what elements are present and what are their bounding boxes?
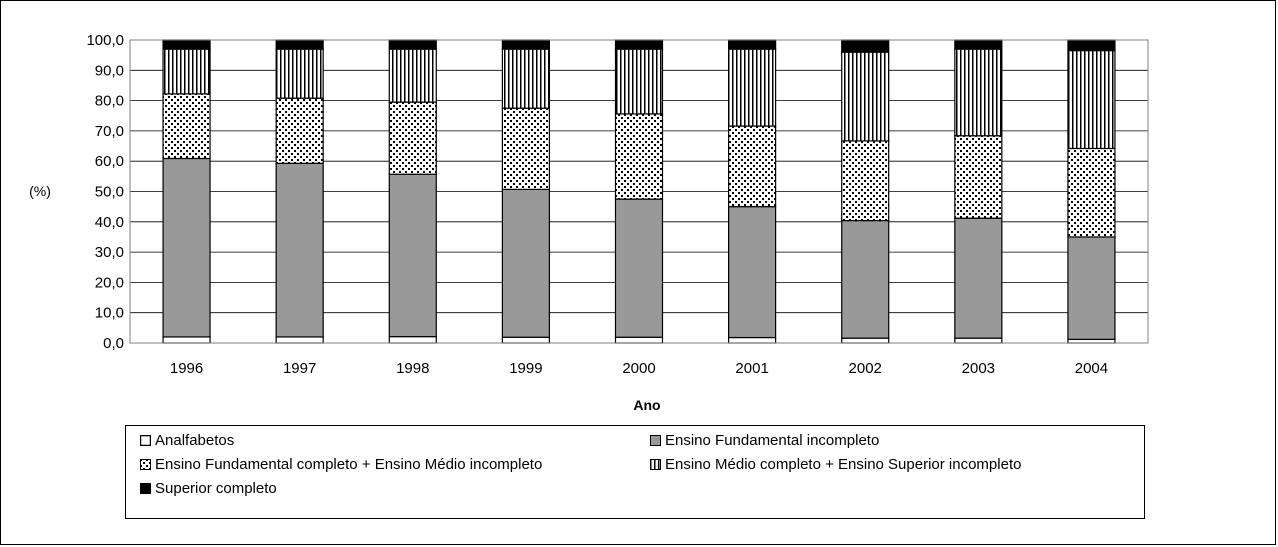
legend: Analfabetos Ensino Fundamental incomplet…: [125, 425, 1145, 519]
y-tick-label: 30,0: [95, 244, 124, 261]
y-tick-label: 80,0: [95, 93, 124, 110]
bar-segment: [388, 173, 437, 338]
bar-segment: [501, 336, 550, 344]
legend-item-medio-completo: Ensino Médio completo + Ensino Superior …: [650, 456, 1021, 473]
bar-segment: [614, 113, 664, 200]
bar-segment: [614, 198, 664, 338]
legend-swatch-black: [140, 483, 151, 494]
x-tick-label: 2004: [1075, 360, 1108, 377]
bar-segment: [841, 140, 890, 222]
x-tick-label: 2002: [849, 360, 882, 377]
legend-item-fundamental-completo: Ensino Fundamental completo + Ensino Méd…: [140, 456, 542, 473]
bar-segment: [501, 39, 550, 50]
bar-segment: [162, 336, 211, 344]
bar-segment: [388, 101, 437, 175]
y-tick-label: 40,0: [95, 214, 124, 231]
legend-label: Superior completo: [155, 480, 277, 497]
bar-segment: [388, 48, 437, 103]
x-tick-label: 2000: [622, 360, 655, 377]
bar-segment: [728, 48, 777, 127]
y-tick-label: 20,0: [95, 274, 124, 291]
y-tick-label: 10,0: [95, 305, 124, 322]
bar-segment: [954, 337, 1003, 344]
bar-segment: [501, 188, 550, 338]
x-tick-label: 1999: [509, 360, 542, 377]
legend-swatch-white: [140, 435, 151, 446]
legend-swatch-gray: [650, 435, 661, 446]
legend-label: Analfabetos: [155, 432, 235, 449]
legend-label: Ensino Fundamental incompleto: [665, 432, 880, 449]
bar-segment: [954, 48, 1003, 137]
x-tick-label: 2001: [735, 360, 768, 377]
legend-swatch-vstripes: [650, 459, 661, 470]
bar-segment: [614, 336, 664, 344]
bar-segment: [388, 336, 437, 344]
bar-segment: [388, 39, 437, 50]
bar-segment: [162, 157, 211, 338]
y-tick-label: 0,0: [103, 335, 124, 352]
bar-segment: [728, 39, 777, 50]
y-tick-label: 100,0: [86, 32, 124, 49]
bar-segment: [162, 93, 211, 160]
bar-segment: [728, 125, 777, 208]
bar-segment: [275, 48, 324, 99]
bar-segment: [162, 39, 211, 50]
legend-item-superior-completo: Superior completo: [140, 480, 277, 497]
legend-swatch-dots: [140, 459, 151, 470]
axes: 0,0 10,0 20,0 30,0 40,0 50,0 60,0 70,0 80,0 90,0 1…: [86, 32, 1149, 377]
x-tick-label: 1997: [283, 360, 316, 377]
bar-segment: [275, 336, 324, 344]
y-tick-label: 50,0: [95, 184, 124, 201]
x-tick-label: 2003: [962, 360, 995, 377]
bar-segment: [728, 206, 777, 339]
bar-segment: [954, 135, 1003, 219]
x-tick-label: 1998: [396, 360, 429, 377]
bar-segment: [614, 39, 664, 50]
legend-item-analfabetos: Analfabetos: [140, 432, 234, 449]
bar-segment: [841, 51, 890, 142]
bars: [162, 39, 1116, 344]
bar-segment: [1067, 50, 1116, 150]
bar-segment: [275, 162, 324, 338]
bar-segment: [728, 336, 777, 344]
y-tick-label: 70,0: [95, 123, 124, 140]
plot-area: [129, 39, 1149, 344]
bar-segment: [954, 217, 1003, 339]
bar-segment: [1067, 147, 1116, 238]
legend-item-fundamental-incompleto: Ensino Fundamental incompleto: [650, 432, 879, 449]
bar-segment: [275, 39, 324, 50]
y-tick-label: 60,0: [95, 153, 124, 170]
x-axis-title: Ano: [633, 397, 660, 413]
legend-label: Ensino Fundamental completo + Ensino Méd…: [155, 456, 543, 473]
bar-segment: [841, 39, 890, 53]
bar-segment: [1067, 236, 1116, 340]
bar-segment: [275, 97, 324, 164]
bar-segment: [614, 48, 664, 115]
bar-segment: [162, 48, 211, 95]
x-tick-label: 1996: [170, 360, 203, 377]
bar-segment: [1067, 39, 1116, 52]
bar-segment: [501, 107, 550, 190]
y-tick-label: 90,0: [95, 62, 124, 79]
y-axis-label: (%): [29, 183, 51, 199]
bar-segment: [501, 48, 550, 109]
bar-segment: [841, 337, 890, 344]
bar-segment: [954, 39, 1003, 50]
bar-segment: [841, 219, 890, 339]
legend-label: Ensino Médio completo + Ensino Superior …: [665, 456, 1022, 473]
